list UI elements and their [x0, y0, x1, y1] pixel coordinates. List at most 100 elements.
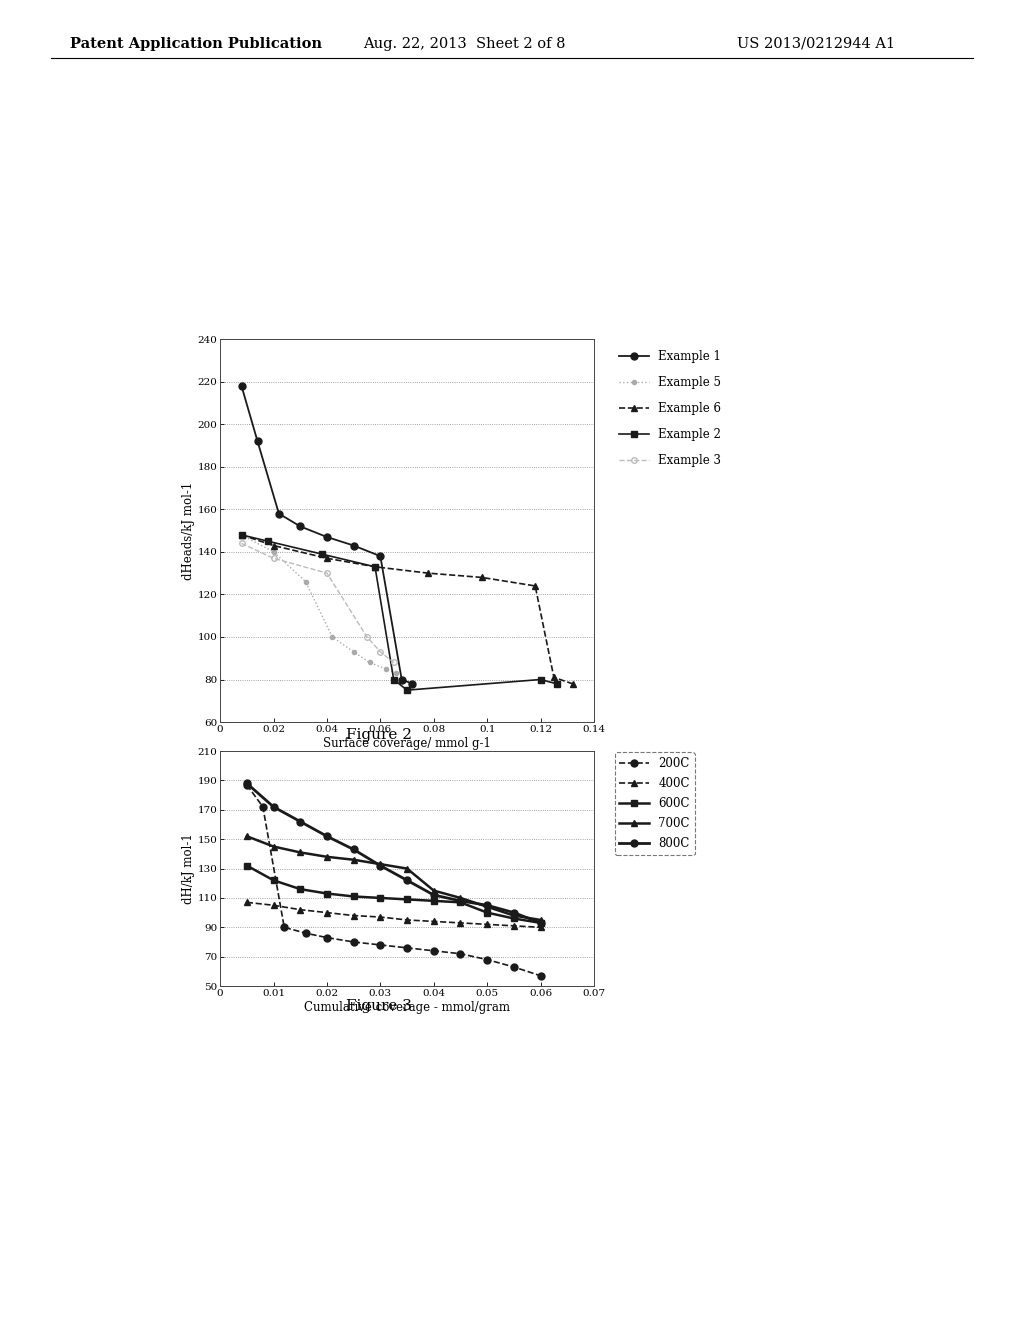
Example 1 [321, 529, 333, 545]
Y-axis label: dHeads/kJ mol-1: dHeads/kJ mol-1 [181, 482, 195, 579]
600C [428, 892, 440, 908]
800C [374, 858, 386, 874]
Text: Figure 3: Figure 3 [346, 999, 412, 1012]
800C [241, 775, 253, 791]
Example 5 [364, 655, 376, 671]
Example 5 [267, 544, 280, 560]
700C [481, 899, 494, 915]
800C [321, 829, 333, 845]
Example 2 [551, 676, 563, 692]
200C [347, 935, 359, 950]
X-axis label: Surface coverage/ mmol g-1: Surface coverage/ mmol g-1 [324, 737, 490, 750]
400C [267, 898, 280, 913]
Line: 800C: 800C [244, 780, 544, 927]
Example 6 [236, 527, 248, 543]
800C [400, 873, 413, 888]
Example 3 [236, 536, 248, 552]
Example 6 [321, 550, 333, 566]
Line: 600C: 600C [244, 862, 544, 927]
400C [294, 902, 306, 917]
200C [535, 968, 547, 983]
Example 1 [395, 672, 408, 688]
400C [241, 895, 253, 911]
800C [455, 892, 467, 908]
800C [267, 799, 280, 814]
Line: Example 6: Example 6 [238, 532, 577, 688]
700C [241, 829, 253, 845]
Example 5 [380, 661, 392, 677]
400C [428, 913, 440, 929]
Example 3 [360, 630, 373, 645]
Example 5 [347, 644, 359, 660]
600C [347, 888, 359, 904]
700C [508, 908, 520, 924]
Text: Figure 2: Figure 2 [346, 729, 412, 742]
Example 1 [252, 433, 264, 449]
200C [455, 946, 467, 962]
600C [535, 915, 547, 931]
Y-axis label: dH/kJ mol-1: dH/kJ mol-1 [181, 833, 195, 904]
200C [400, 940, 413, 956]
Example 1 [407, 676, 419, 692]
700C [267, 838, 280, 854]
Legend: Example 1, Example 5, Example 6, Example 2, Example 3: Example 1, Example 5, Example 6, Example… [614, 345, 726, 471]
800C [535, 915, 547, 931]
400C [535, 920, 547, 936]
800C [347, 842, 359, 858]
600C [455, 895, 467, 911]
700C [400, 861, 413, 876]
600C [481, 904, 494, 920]
Example 6 [548, 669, 560, 685]
400C [508, 917, 520, 933]
400C [347, 908, 359, 924]
800C [428, 887, 440, 903]
Example 2 [369, 558, 381, 574]
200C [428, 942, 440, 958]
700C [455, 890, 467, 906]
Line: Example 2: Example 2 [239, 532, 559, 693]
700C [321, 849, 333, 865]
200C [508, 960, 520, 975]
700C [535, 912, 547, 928]
Example 6 [267, 537, 280, 553]
Example 2 [400, 682, 413, 698]
Line: 700C: 700C [244, 833, 544, 924]
600C [400, 891, 413, 907]
Example 6 [475, 569, 487, 585]
600C [267, 873, 280, 888]
800C [481, 898, 494, 913]
700C [347, 851, 359, 867]
Example 3 [267, 550, 280, 566]
Legend: 200C, 400C, 600C, 700C, 800C: 200C, 400C, 600C, 700C, 800C [614, 752, 694, 855]
Example 2 [315, 546, 328, 562]
Example 1 [236, 378, 248, 393]
400C [481, 916, 494, 932]
Example 6 [529, 578, 542, 594]
Text: Patent Application Publication: Patent Application Publication [70, 37, 322, 50]
Text: US 2013/0212944 A1: US 2013/0212944 A1 [737, 37, 895, 50]
400C [374, 909, 386, 925]
200C [257, 799, 269, 814]
700C [428, 883, 440, 899]
400C [400, 912, 413, 928]
Line: 400C: 400C [244, 899, 544, 931]
Line: 200C: 200C [244, 781, 544, 979]
200C [241, 777, 253, 793]
200C [481, 952, 494, 968]
Example 1 [272, 506, 285, 521]
Line: Example 5: Example 5 [240, 533, 398, 676]
600C [241, 858, 253, 874]
800C [294, 813, 306, 829]
400C [321, 904, 333, 920]
Example 2 [236, 527, 248, 543]
Example 6 [369, 558, 381, 574]
Example 5 [299, 574, 311, 590]
Example 2 [535, 672, 547, 688]
800C [508, 904, 520, 920]
Example 3 [321, 565, 333, 581]
Example 6 [422, 565, 434, 581]
Text: Aug. 22, 2013  Sheet 2 of 8: Aug. 22, 2013 Sheet 2 of 8 [364, 37, 566, 50]
Example 5 [326, 630, 338, 645]
700C [374, 857, 386, 873]
400C [455, 915, 467, 931]
